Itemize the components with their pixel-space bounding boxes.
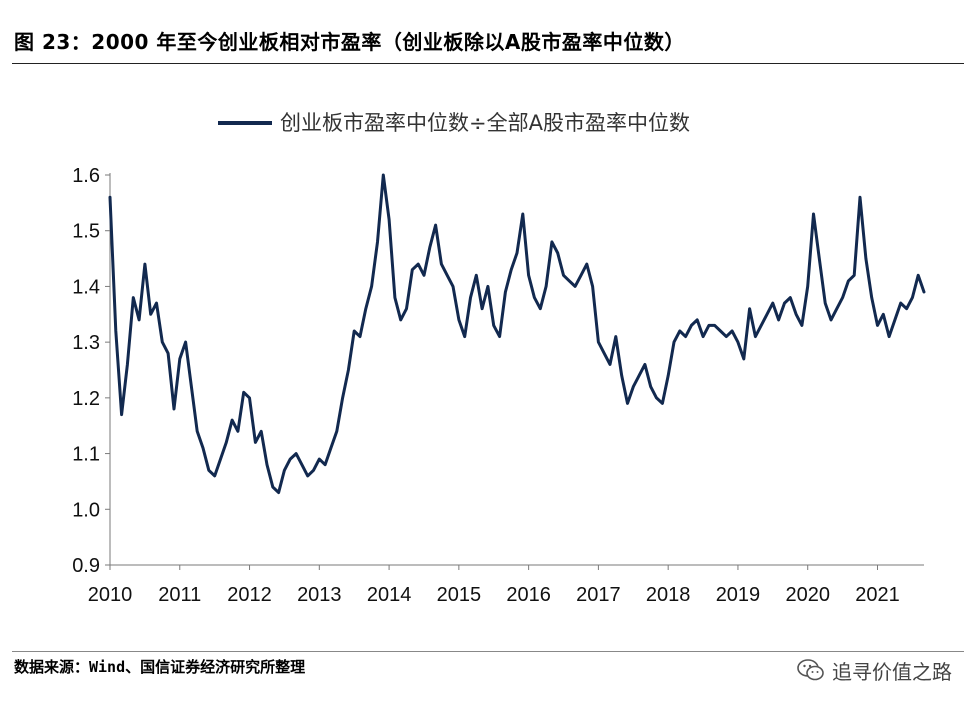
- y-tick-label: 1.4: [72, 276, 100, 298]
- x-tick-label: 2018: [646, 584, 691, 606]
- wechat-icon: [797, 659, 824, 681]
- x-axis: 2010 2011 2012 2013 2014 2015 2016 2017 2018 2019…: [88, 564, 924, 606]
- y-tick-label: 1.5: [72, 221, 100, 243]
- x-tick-label: 2019: [716, 584, 761, 606]
- source-note: 数据来源：Wind、国信证券经济研究所整理: [14, 658, 306, 676]
- x-tick-label: 2017: [576, 584, 621, 606]
- footer-divider: [12, 651, 964, 652]
- x-tick-label: 2016: [506, 584, 551, 606]
- chart-title: 图 23：2000 年至今创业板相对市盈率（创业板除以A股市盈率中位数）: [14, 30, 685, 54]
- y-axis: 0.9 1.0 1.1 1.2 1.3 1.4 1.5 1.6: [72, 165, 111, 577]
- line-chart: 创业板市盈率中位数÷全部A股市盈率中位数 0.9 1.0 1.1 1.2 1.3 1.4 1…: [72, 111, 926, 606]
- x-tick-label: 2011: [158, 584, 201, 606]
- plot-area: [108, 173, 926, 495]
- y-tick-label: 1.3: [72, 332, 100, 354]
- watermark: 追寻价值之路: [796, 652, 952, 688]
- x-tick-label: 2015: [437, 584, 482, 606]
- y-tick-label: 1.1: [72, 444, 100, 466]
- x-tick-label: 2012: [227, 584, 272, 606]
- x-tick-label: 2020: [785, 584, 830, 606]
- y-tick-label: 1.0: [72, 499, 100, 521]
- title-divider: [12, 63, 964, 64]
- chart-legend: 创业板市盈率中位数÷全部A股市盈率中位数: [218, 111, 690, 135]
- y-tick-label: 1.6: [72, 165, 100, 187]
- series-line: [108, 173, 926, 495]
- y-tick-label: 1.2: [72, 388, 100, 410]
- legend-label: 创业板市盈率中位数÷全部A股市盈率中位数: [280, 111, 690, 135]
- x-tick-label: 2013: [297, 584, 342, 606]
- watermark-text: 追寻价值之路: [832, 659, 952, 684]
- x-tick-label: 2021: [855, 584, 900, 606]
- y-tick-label: 0.9: [72, 555, 100, 577]
- x-tick-label: 2010: [88, 584, 133, 606]
- x-tick-label: 2014: [367, 584, 412, 606]
